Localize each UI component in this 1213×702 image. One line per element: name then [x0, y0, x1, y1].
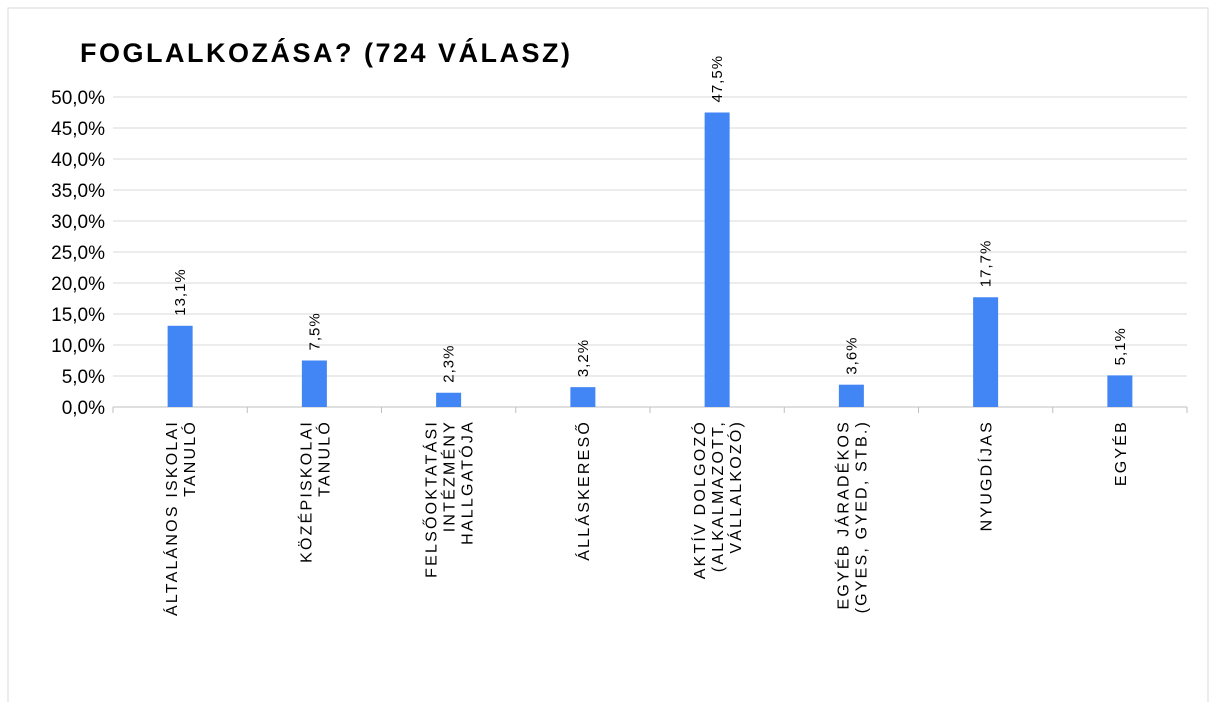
y-tick-label: 45,0%	[51, 119, 105, 140]
y-tick-label: 30,0%	[51, 212, 105, 233]
y-tick-label: 10,0%	[51, 336, 105, 357]
bar	[436, 392, 462, 407]
x-tick-label: NYUGDÍJAS	[977, 420, 996, 531]
bar	[973, 297, 999, 407]
x-tick-label: FELSŐOKTATÁSIINTÉZMÉNYHALLGATÓJA	[422, 420, 477, 578]
chart-border	[7, 7, 1209, 702]
value-label: 47,5%	[709, 55, 726, 103]
value-label: 17,7%	[978, 240, 995, 288]
y-tick-label: 50,0%	[51, 88, 105, 109]
bar	[1107, 375, 1133, 407]
y-tick-label: 15,0%	[51, 305, 105, 326]
value-label: 7,5%	[306, 312, 323, 350]
x-tick-label: EGYÉB	[1111, 420, 1130, 486]
y-tick-label: 0,0%	[62, 398, 105, 419]
chart-title: FOGLALKOZÁSA? (724 VÁLASZ)	[80, 37, 573, 68]
bar	[167, 325, 193, 407]
value-label: 3,6%	[843, 336, 860, 374]
value-label: 13,1%	[172, 268, 189, 316]
y-tick-label: 20,0%	[51, 274, 105, 295]
bar	[301, 360, 327, 407]
value-label: 2,3%	[441, 345, 458, 383]
x-tick-label: AKTÍV DOLGOZÓ(ALKALMAZOTT,VÁLLALKOZÓ)	[690, 420, 745, 579]
x-tick-label: EGYÉB JÁRADÉKOS(GYES, GYED, STB.)	[833, 420, 870, 613]
y-tick-label: 35,0%	[51, 181, 105, 202]
x-tick-label: ÁLTALÁNOS ISKOLAITANULÓ	[162, 420, 199, 616]
value-label: 5,1%	[1112, 327, 1129, 365]
value-label: 3,2%	[575, 339, 592, 377]
x-tick-label: ÁLLÁSKERESŐ	[574, 420, 593, 561]
y-tick-label: 5,0%	[62, 367, 105, 388]
y-tick-label: 25,0%	[51, 243, 105, 264]
y-tick-label: 40,0%	[51, 150, 105, 171]
x-tick-label: KÖZÉPISKOLAITANULÓ	[296, 420, 333, 563]
bar	[838, 384, 864, 407]
bar	[570, 387, 596, 407]
bar	[704, 112, 730, 407]
